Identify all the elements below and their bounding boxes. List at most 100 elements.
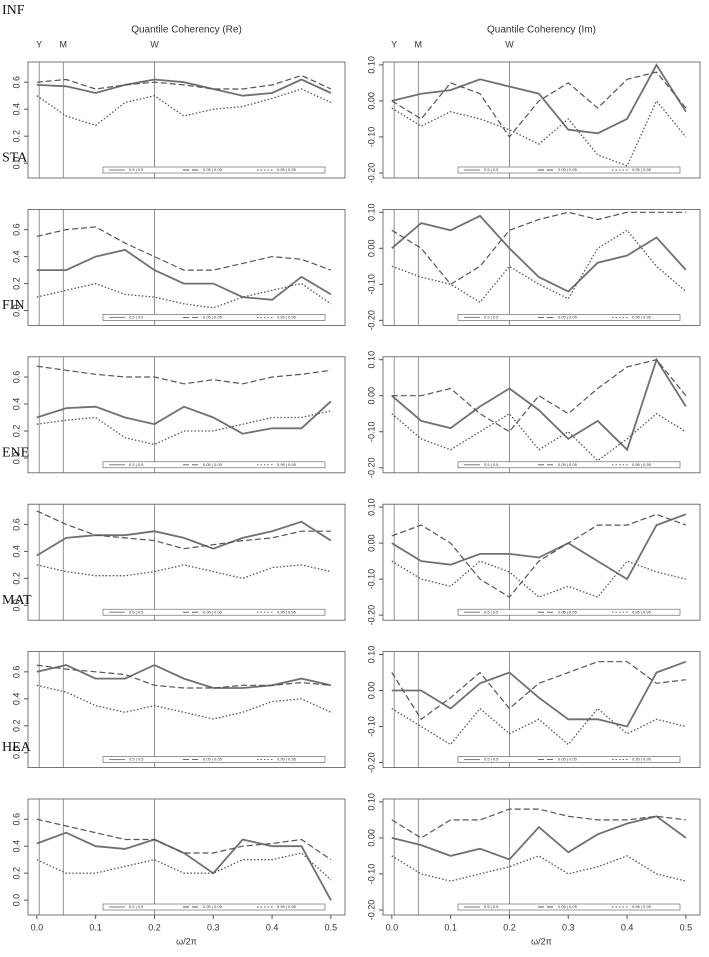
series-line [391, 513, 687, 581]
legend-box [457, 166, 681, 174]
y-tick-label: -0.10 [366, 864, 376, 885]
series-line [36, 852, 332, 881]
series-line [36, 74, 332, 90]
legend-box [457, 608, 681, 616]
frequency-marker-label: Y [36, 39, 42, 49]
legend-label: 0.05 | 0.05 [558, 609, 578, 614]
x-tick-label: 0.1 [89, 922, 102, 932]
y-tick-label: 0.00 [366, 240, 376, 258]
legend-label: 0.5 | 0.5 [484, 904, 499, 909]
y-tick-label: 0.2 [11, 572, 21, 585]
series-line [36, 248, 332, 301]
frequency-marker-label: M [60, 39, 68, 49]
y-tick-label: 0.0 [11, 157, 21, 170]
plot-frame [27, 356, 346, 474]
legend-box [102, 608, 326, 616]
legend-label: 0.95 | 0.95 [632, 609, 652, 614]
legend-label: 0.5 | 0.5 [484, 609, 499, 614]
series-line [391, 63, 687, 135]
plot-frame [382, 208, 701, 326]
series-line [36, 410, 332, 446]
y-tick-label: 0.0 [11, 747, 21, 760]
x-tick-label: 0.0 [386, 922, 399, 932]
series-line [391, 560, 687, 598]
y-tick-label: 0.6 [11, 371, 21, 384]
legend-label: 0.95 | 0.95 [632, 167, 652, 172]
x-tick-label: 0.3 [562, 922, 575, 932]
legend-label: 0.95 | 0.95 [632, 757, 652, 762]
y-tick-label: -0.10 [366, 421, 376, 442]
plot-frame [27, 208, 346, 326]
legend-label: 0.95 | 0.95 [277, 757, 297, 762]
legend-box [102, 166, 326, 174]
y-tick-label: 0.00 [366, 387, 376, 405]
series-line [36, 365, 331, 385]
series-line [36, 818, 332, 861]
y-tick-label: 0.6 [11, 813, 21, 826]
series-line [36, 282, 332, 309]
row-label: HEA [2, 740, 32, 755]
y-tick-label: 0.00 [366, 829, 376, 847]
y-tick-label: 0.2 [11, 867, 21, 880]
series-line [391, 513, 687, 598]
y-tick-label: 0.0 [11, 304, 21, 317]
x-axis-label: ω/2π [531, 936, 552, 946]
y-tick-label: -0.20 [366, 163, 376, 184]
series-line [391, 660, 687, 728]
frequency-marker-label: W [150, 39, 159, 49]
series-line [391, 71, 687, 138]
legend-label: 0.95 | 0.95 [277, 462, 297, 467]
x-tick-label: 0.2 [148, 922, 161, 932]
plot-frame [382, 651, 701, 768]
y-tick-label: 0.4 [11, 545, 21, 558]
row-label: INF [2, 3, 25, 18]
x-axis-label: ω/2π [176, 936, 197, 946]
legend-label: 0.5 | 0.5 [129, 757, 144, 762]
frequency-marker-label: Y [391, 39, 397, 49]
legend-label: 0.95 | 0.95 [632, 904, 652, 909]
y-tick-label: 0.4 [11, 693, 21, 706]
series-line [36, 510, 331, 550]
series-line [36, 520, 332, 557]
legend-label: 0.5 | 0.5 [129, 314, 144, 319]
y-tick-label: 0.00 [366, 682, 376, 700]
y-tick-label: 0.2 [11, 130, 21, 143]
y-tick-label: -0.20 [366, 900, 376, 921]
y-tick-label: -0.10 [366, 127, 376, 148]
x-tick-label: 0.5 [680, 922, 693, 932]
frequency-marker-label: M [415, 39, 423, 49]
y-tick-label: 0.10 [366, 351, 376, 369]
y-tick-label: 0.10 [366, 793, 376, 811]
legend-label: 0.95 | 0.95 [277, 904, 297, 909]
legend-label: 0.05 | 0.05 [558, 904, 578, 909]
series-line [391, 214, 687, 293]
series-line [391, 99, 687, 167]
legend-label: 0.5 | 0.5 [484, 757, 499, 762]
legend-label: 0.05 | 0.05 [203, 609, 223, 614]
x-tick-label: 0.5 [325, 922, 338, 932]
y-tick-label: 0.4 [11, 840, 21, 853]
plot-frame [382, 798, 701, 916]
plot-frame [27, 503, 346, 621]
legend-box [457, 756, 681, 763]
y-tick-label: 0.6 [11, 223, 21, 236]
x-tick-label: 0.2 [503, 922, 516, 932]
series-line [36, 564, 332, 580]
series-line [391, 808, 686, 839]
plot-frame [27, 61, 346, 179]
series-line [36, 664, 332, 689]
y-tick-label: 0.6 [11, 666, 21, 679]
y-tick-label: 0.4 [11, 398, 21, 411]
row-label: MAT [2, 593, 32, 608]
series-line [391, 211, 686, 286]
legend-label: 0.95 | 0.95 [277, 609, 297, 614]
plot-frame [382, 356, 701, 474]
frequency-marker-label: W [505, 39, 514, 49]
legend-label: 0.5 | 0.5 [484, 167, 499, 172]
legend-box [457, 461, 681, 469]
legend-label: 0.95 | 0.95 [632, 314, 652, 319]
series-line [36, 226, 332, 271]
y-tick-label: 0.4 [11, 103, 21, 116]
panel-title: Quantile Coherency (Im) [487, 25, 596, 36]
